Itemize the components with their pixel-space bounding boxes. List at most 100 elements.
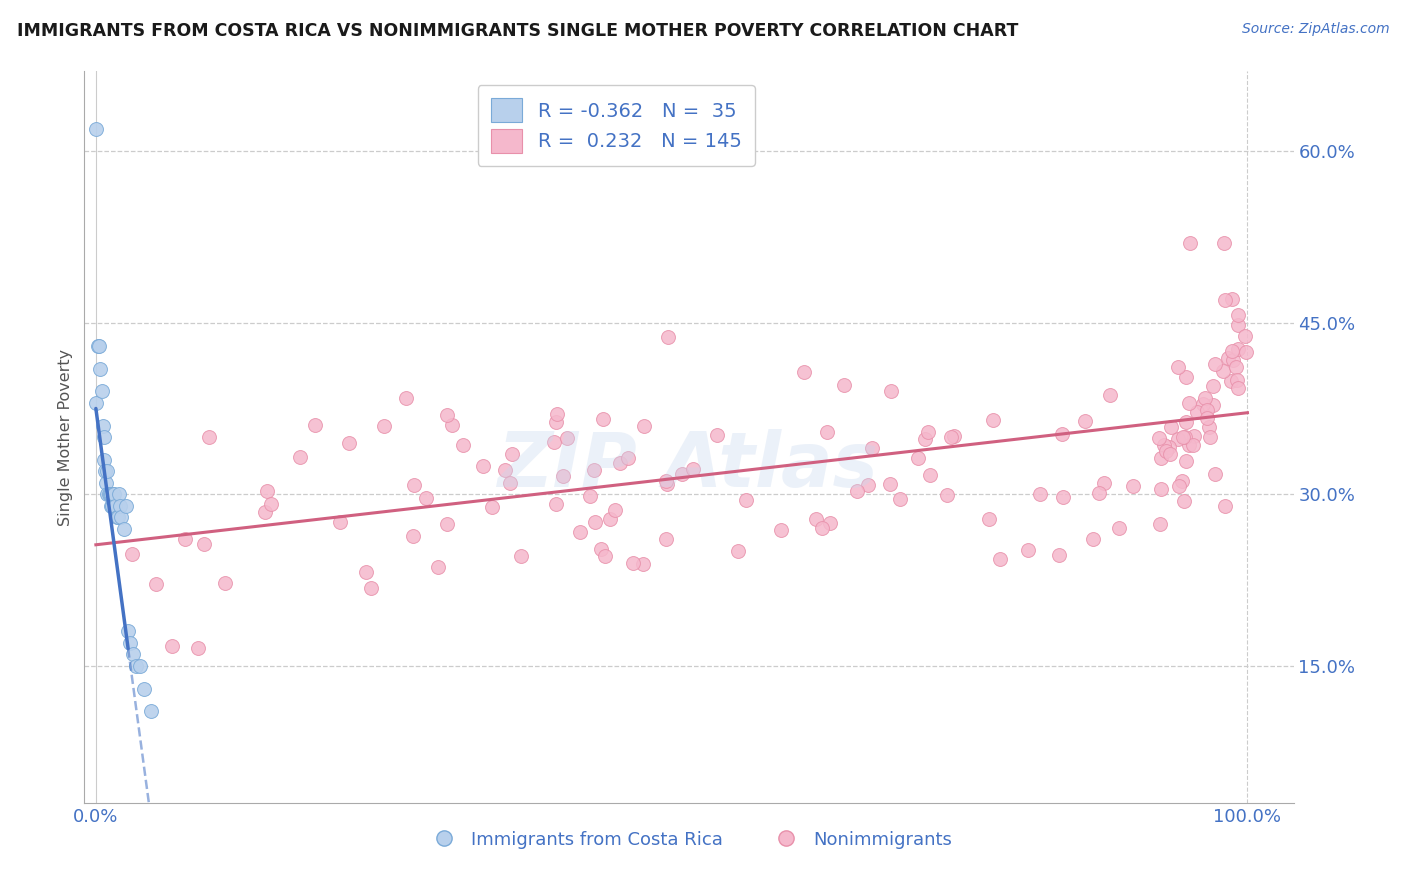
Point (592, 412, 614, 426)
Point (193, 537, 215, 551)
Point (1122, 479, 1144, 493)
Point (1088, 485, 1111, 500)
Point (1191, 397, 1213, 411)
Point (373, 418, 395, 433)
Point (84, 396, 107, 410)
Point (108, 499, 131, 513)
Point (1204, 357, 1226, 371)
Point (1175, 369, 1198, 384)
Point (682, 462, 704, 476)
Point (90, 384, 112, 399)
Point (1213, 293, 1236, 308)
Point (1182, 429, 1205, 443)
Point (1092, 476, 1115, 491)
Point (553, 469, 575, 483)
Point (832, 378, 855, 392)
Point (804, 512, 827, 526)
Point (603, 503, 626, 517)
Point (1216, 351, 1239, 365)
Legend: Immigrants from Costa Rica, Nonimmigrants: Immigrants from Costa Rica, Nonimmigrant… (419, 823, 959, 856)
Point (988, 552, 1011, 566)
Point (623, 556, 645, 570)
Point (427, 560, 450, 574)
Point (820, 516, 842, 531)
Point (943, 429, 966, 443)
Point (1213, 499, 1236, 513)
Point (1050, 427, 1073, 442)
Point (568, 524, 591, 539)
Point (121, 647, 143, 661)
Point (101, 499, 124, 513)
Point (1178, 396, 1201, 410)
Point (101, 487, 124, 501)
Point (657, 330, 679, 344)
Point (1199, 430, 1222, 444)
Point (939, 430, 962, 444)
Point (793, 365, 815, 379)
Point (557, 431, 579, 445)
Point (1234, 344, 1257, 359)
Point (108, 487, 131, 501)
Point (93, 453, 115, 467)
Point (337, 436, 360, 450)
Point (253, 505, 276, 519)
Point (1174, 430, 1197, 444)
Point (1052, 490, 1074, 504)
Point (441, 418, 464, 433)
Point (860, 441, 883, 455)
Point (173, 532, 195, 546)
Point (105, 510, 128, 524)
Point (110, 510, 132, 524)
Point (415, 491, 437, 505)
Text: Source: ZipAtlas.com: Source: ZipAtlas.com (1241, 22, 1389, 37)
Point (918, 468, 941, 483)
Point (471, 459, 494, 474)
Point (112, 521, 135, 535)
Point (451, 438, 474, 452)
Point (935, 488, 957, 502)
Text: ZIP Atlas: ZIP Atlas (499, 429, 879, 503)
Point (1149, 450, 1171, 465)
Point (578, 489, 600, 503)
Point (1177, 438, 1199, 452)
Point (145, 576, 167, 591)
Point (494, 462, 516, 476)
Point (89, 339, 111, 353)
Point (655, 474, 678, 488)
Point (121, 547, 143, 561)
Point (727, 543, 749, 558)
Point (402, 529, 425, 543)
Point (1171, 430, 1194, 444)
Point (499, 475, 522, 490)
Point (1204, 467, 1226, 482)
Point (394, 391, 416, 405)
Point (1202, 398, 1225, 412)
Point (1074, 414, 1097, 428)
Point (735, 493, 758, 508)
Point (1213, 235, 1236, 250)
Point (104, 499, 127, 513)
Point (100, 487, 122, 501)
Y-axis label: Single Mother Poverty: Single Mother Poverty (58, 349, 73, 525)
Point (1160, 419, 1182, 434)
Point (114, 499, 136, 513)
Point (1197, 411, 1219, 425)
Point (304, 417, 326, 432)
Point (593, 549, 616, 564)
Point (1157, 440, 1180, 454)
Point (1178, 235, 1201, 250)
Point (94, 464, 117, 478)
Point (589, 541, 612, 556)
Point (214, 576, 236, 591)
Point (846, 484, 869, 499)
Point (1225, 359, 1247, 374)
Point (1226, 372, 1249, 386)
Point (631, 557, 654, 571)
Point (1049, 549, 1071, 563)
Point (1081, 532, 1104, 546)
Point (93, 430, 115, 444)
Point (481, 500, 503, 514)
Point (402, 478, 425, 492)
Point (1108, 521, 1130, 535)
Point (96, 464, 118, 478)
